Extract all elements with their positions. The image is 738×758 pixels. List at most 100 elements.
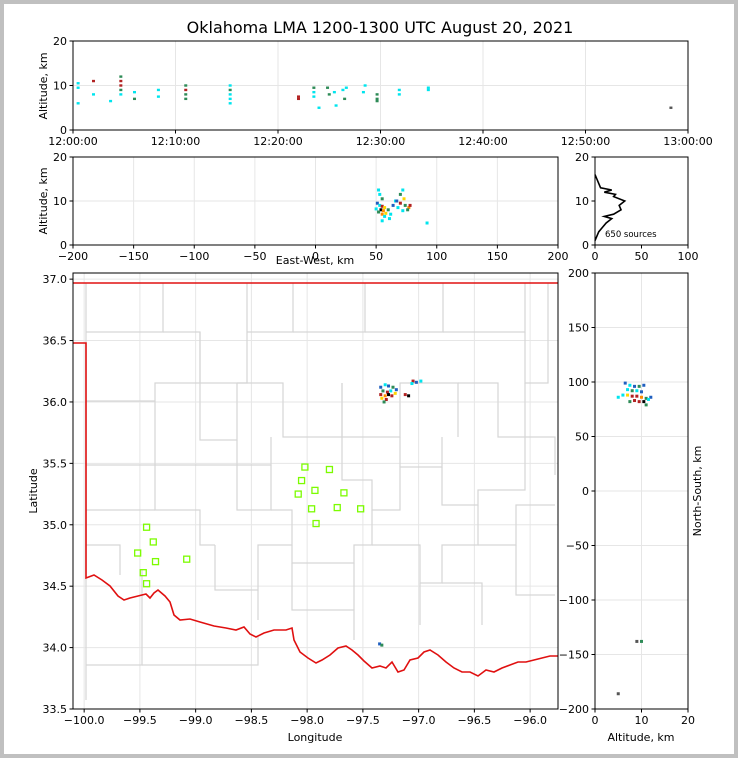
map-source-point <box>378 642 382 646</box>
ew-point <box>407 206 411 210</box>
time-height-xtick-label: 12:30:00 <box>356 135 405 148</box>
ns-point <box>630 389 634 393</box>
time-height-point <box>426 88 430 92</box>
time-height-point <box>397 93 401 96</box>
histogram-ytick-label: 0 <box>582 239 589 252</box>
ew-xtick-label: −200 <box>58 250 88 263</box>
time-height-point <box>92 79 95 83</box>
ew-point <box>374 207 378 211</box>
time-height-point <box>76 102 80 105</box>
map-ytick-label: 36.5 <box>43 335 68 348</box>
map-xtick-label: −100.0 <box>64 714 105 727</box>
ns-point <box>640 395 643 399</box>
ns-ytick-label: 200 <box>568 267 589 280</box>
map-ytick-label: 33.5 <box>43 703 68 716</box>
map-source-point <box>410 382 414 386</box>
ew-xtick-label: −150 <box>119 250 149 263</box>
time-height-ytick-label: 10 <box>53 80 67 93</box>
time-height-point <box>228 84 232 87</box>
ew-xtick-label: 200 <box>548 250 569 263</box>
time-height-point <box>397 88 401 92</box>
time-height-point <box>341 88 345 92</box>
map-xtick-label: −96.5 <box>458 714 492 727</box>
time-height-point <box>184 93 188 96</box>
lma-station-marker <box>311 486 319 495</box>
time-height-xtick-label: 12:40:00 <box>458 135 507 148</box>
map-source-point <box>393 391 397 395</box>
ns-point <box>637 400 641 404</box>
ew-xtick-label: 50 <box>369 250 383 263</box>
ew-point <box>386 208 390 212</box>
lma-station-marker <box>333 503 341 512</box>
time-height-point <box>184 84 188 87</box>
time-height-point <box>228 102 232 105</box>
lma-station-marker <box>294 490 302 498</box>
ew-point <box>377 210 381 214</box>
ew-point <box>380 212 384 216</box>
lma-station-marker <box>149 538 157 546</box>
map-source-point <box>382 400 386 404</box>
ns-point <box>626 388 630 392</box>
map-ytick-label: 34.5 <box>43 580 68 593</box>
ns-point <box>616 395 620 399</box>
panel-plan-view: −100.0 −99.5 −99.0 −98.5 −98.0 −97.5 −97.0 −96.… <box>27 272 559 744</box>
time-height-point <box>312 86 316 89</box>
ns-xlabel: Altitude, km <box>607 731 674 744</box>
time-height-point <box>332 90 336 94</box>
lma-station-marker <box>151 557 160 566</box>
map-source-point <box>379 393 383 397</box>
histogram-ytick-label: 20 <box>575 151 589 164</box>
map-source-point <box>390 394 394 398</box>
time-height-point <box>375 97 379 101</box>
time-height-xtick-label: 12:20:00 <box>253 135 302 148</box>
map-source-point <box>394 388 398 392</box>
time-height-point <box>343 97 347 101</box>
time-height-point <box>375 93 379 96</box>
ew-point <box>383 206 387 210</box>
lma-station-marker <box>307 505 316 513</box>
map-source-point <box>381 389 385 393</box>
map-source-point <box>383 394 387 398</box>
ew-point <box>380 197 384 201</box>
ns-point <box>649 395 653 399</box>
ew-xtick-label: 100 <box>426 250 447 263</box>
time-height-point <box>133 90 136 94</box>
ns-ytick-label: 50 <box>575 431 589 444</box>
ns-xtick-label: 10 <box>635 714 649 727</box>
time-height-point <box>228 93 232 96</box>
ew-xlabel: East-West, km <box>276 254 354 267</box>
ew-point <box>381 209 385 213</box>
lma-station-marker <box>301 463 309 471</box>
ew-point <box>377 188 381 192</box>
time-height-point <box>426 86 430 89</box>
time-height-point <box>133 97 136 101</box>
map-source-point <box>389 389 393 393</box>
map-source-point <box>379 385 383 389</box>
ns-ytick-label: 150 <box>568 322 589 335</box>
county-borders <box>85 283 556 700</box>
time-height-point <box>326 86 330 89</box>
ew-ytick-label: 0 <box>60 239 67 252</box>
map-source-point <box>391 385 395 389</box>
map-xtick-label: −99.5 <box>123 714 157 727</box>
time-height-xtick-label: 12:10:00 <box>151 135 200 148</box>
ns-point <box>621 393 625 397</box>
ns-ytick-label: −150 <box>559 649 589 662</box>
ew-point <box>401 209 405 213</box>
ns-ytick-label: −50 <box>566 540 589 553</box>
lma-station-marker <box>357 505 365 513</box>
map-ytick-label: 36.0 <box>43 396 68 409</box>
time-height-point <box>363 84 367 87</box>
ns-ytick-label: 100 <box>568 376 589 389</box>
time-height-point <box>119 79 123 83</box>
ew-xtick-label: 150 <box>487 250 508 263</box>
ns-point <box>644 396 648 400</box>
ns-point <box>616 692 620 696</box>
time-height-xtick-label: 12:00:00 <box>48 135 97 148</box>
ns-point <box>635 394 639 398</box>
time-height-point <box>184 88 188 92</box>
altitude-histogram-line <box>594 174 627 241</box>
ew-point <box>389 212 393 216</box>
ew-xtick-label: −50 <box>243 250 266 263</box>
ns-point <box>633 384 637 388</box>
